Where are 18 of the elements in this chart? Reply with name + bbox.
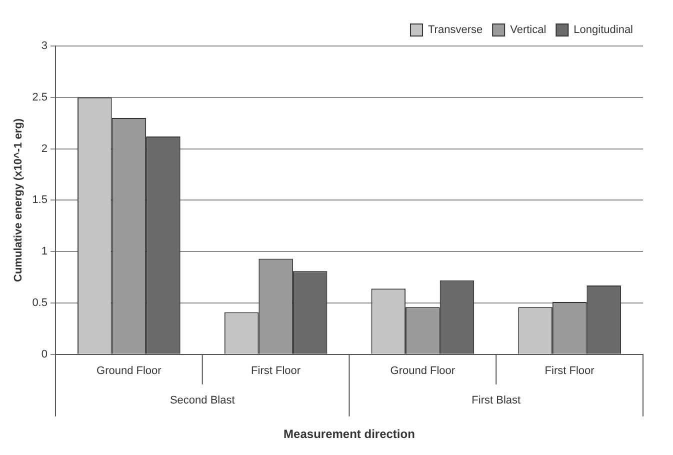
y-tick-label: 1	[41, 246, 48, 258]
y-tick-label: 2	[41, 142, 48, 155]
y-tick-label: 0	[41, 348, 48, 360]
y-axis-title: Cumulative energy (x10^-1 erg)	[12, 118, 25, 282]
y-tick-label: 2.5	[32, 91, 48, 104]
y-tick-label: 1.5	[32, 194, 48, 206]
x-tick-label: Ground Floor	[390, 365, 456, 378]
text: Second Blast	[170, 394, 235, 406]
x-tick-label: First Floor	[544, 365, 595, 378]
x-tick-label: First Floor	[251, 365, 301, 378]
legend-label: Vertical	[510, 24, 546, 36]
legend-label: Longitudinal	[574, 24, 634, 36]
text: First Blast	[472, 394, 521, 406]
y-tick-label: 0.5	[32, 297, 48, 310]
x-axis-title: Measurement direction	[284, 427, 415, 442]
x-tick-label: Ground Floor	[96, 365, 162, 378]
y-tick-label: 3	[41, 40, 48, 52]
legend-label: Transverse	[428, 24, 483, 36]
